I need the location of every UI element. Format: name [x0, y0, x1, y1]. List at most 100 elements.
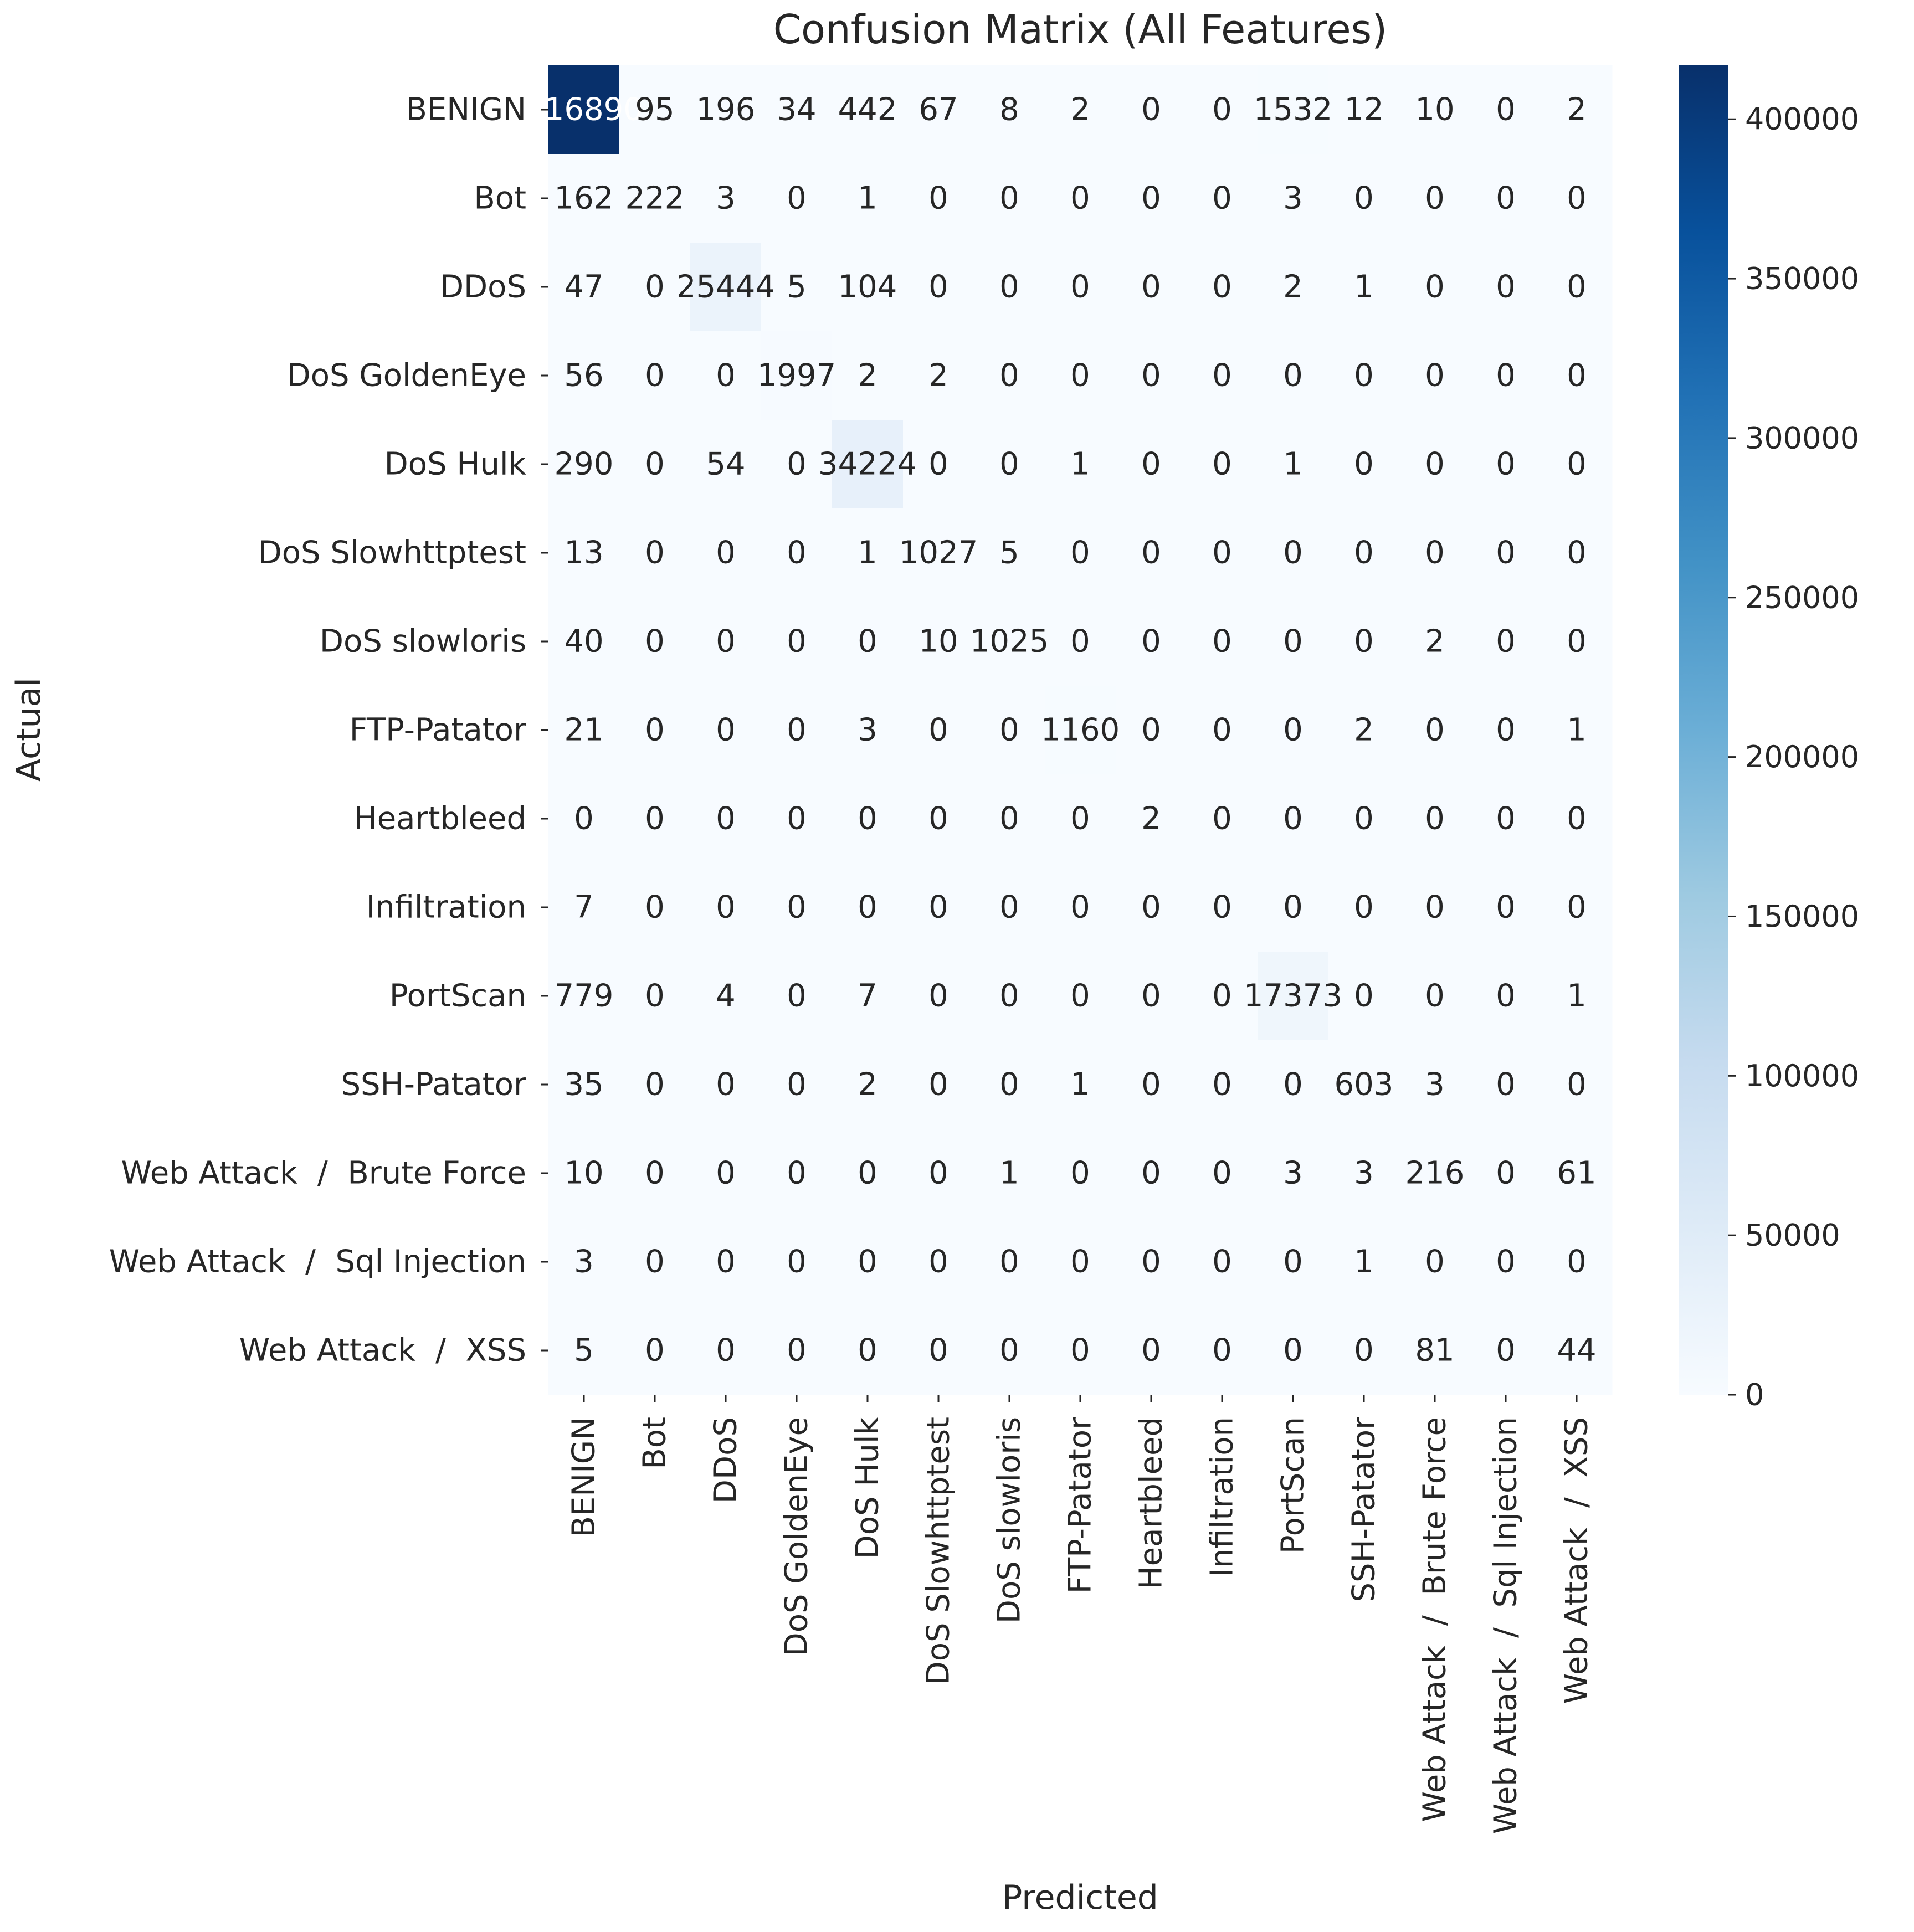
- heatmap-cell: [974, 331, 1045, 420]
- cell-value-label: 0: [1070, 1244, 1090, 1280]
- heatmap-cell: [974, 774, 1045, 864]
- heatmap-cell: [690, 65, 762, 155]
- column-tick-label: Web Attack / Sql Injection: [1488, 1417, 1524, 1834]
- heatmap-cell: [548, 1306, 620, 1395]
- cell-value-label: 0: [1141, 624, 1161, 660]
- row-tick-label: DoS Hulk: [384, 446, 527, 482]
- heatmap-cell: [1258, 1306, 1329, 1395]
- cell-value-label: 0: [1354, 890, 1374, 926]
- heatmap-cell: [1116, 1306, 1187, 1395]
- column-tick-label: Web Attack / Brute Force: [1417, 1417, 1453, 1822]
- heatmap-cell: [1187, 1217, 1258, 1307]
- cell-value-label: 0: [1212, 358, 1232, 394]
- heatmap-cell: [1258, 1040, 1329, 1129]
- heatmap-cell: [1258, 863, 1329, 952]
- heatmap-cell: [1045, 1129, 1116, 1218]
- heatmap-cell: [974, 65, 1045, 155]
- heatmap-cell: [1328, 65, 1400, 155]
- cell-value-label: 0: [787, 1333, 807, 1369]
- heatmap-cell: [1541, 243, 1613, 332]
- heatmap-cell: [1045, 1217, 1116, 1307]
- column-tick-label: DDoS: [708, 1417, 744, 1503]
- cell-value-label: 0: [1496, 269, 1516, 305]
- cell-value-label: 0: [645, 269, 665, 305]
- heatmap-cell: [1258, 1217, 1329, 1307]
- heatmap-cell: [1541, 863, 1613, 952]
- heatmap-cell: [1045, 65, 1116, 155]
- heatmap-cell: [619, 420, 691, 509]
- heatmap-cell: [548, 508, 620, 598]
- heatmap-cell: [1187, 1129, 1258, 1218]
- cell-value-label: 47: [564, 269, 603, 305]
- cell-value-label: 0: [1283, 1067, 1303, 1103]
- cell-value-label: 95: [635, 92, 674, 128]
- chart-title: Confusion Matrix (All Features): [773, 6, 1388, 53]
- row-tick-label: DDoS: [440, 269, 526, 305]
- cell-value-label: 0: [1354, 446, 1374, 482]
- cell-value-label: 0: [1496, 92, 1516, 128]
- heatmap-cell: [619, 774, 691, 864]
- cell-value-label: 3: [1283, 1155, 1303, 1191]
- heatmap-cell: [548, 154, 620, 243]
- cell-value-label: 67: [918, 92, 958, 128]
- heatmap-cell: [1045, 1306, 1116, 1395]
- heatmap-cell: [690, 1217, 762, 1307]
- heatmap-cell: [761, 508, 833, 598]
- heatmap-cell: [1187, 597, 1258, 686]
- heatmap-cell: [1258, 154, 1329, 243]
- heatmap-cell: [1328, 1217, 1400, 1307]
- heatmap-cell: [761, 420, 833, 509]
- heatmap-cell: [619, 331, 691, 420]
- cell-value-label: 0: [999, 1244, 1019, 1280]
- cell-value-label: 0: [1496, 890, 1516, 926]
- cell-value-label: 0: [645, 890, 665, 926]
- heatmap-cell: [761, 1040, 833, 1129]
- heatmap-cell: [690, 331, 762, 420]
- cell-value-label: 0: [787, 446, 807, 482]
- row-tick-label: DoS GoldenEye: [287, 358, 526, 394]
- heatmap-cell: [1399, 863, 1471, 952]
- heatmap-cell: [1399, 597, 1471, 686]
- heatmap-cell: [832, 863, 904, 952]
- heatmap-cell: [619, 686, 691, 775]
- x-axis-label: Predicted: [1002, 1878, 1158, 1917]
- cell-value-label: 10: [918, 624, 958, 660]
- heatmap-cell: [903, 1217, 974, 1307]
- cell-value-label: 34224: [818, 446, 917, 482]
- column-tick-label: FTP-Patator: [1063, 1416, 1099, 1594]
- row-tick-label: SSH-Patator: [341, 1067, 527, 1103]
- cell-value-label: 0: [858, 1333, 878, 1369]
- cell-value-label: 0: [1283, 712, 1303, 748]
- cell-value-label: 3: [574, 1244, 594, 1280]
- heatmap-cell: [1328, 1129, 1400, 1218]
- row-tick-label: Web Attack / Brute Force: [121, 1155, 526, 1191]
- cell-value-label: 34: [777, 92, 816, 128]
- cell-value-label: 0: [1354, 801, 1374, 837]
- cell-value-label: 0: [1212, 446, 1232, 482]
- heatmap-cell: [1470, 1306, 1542, 1395]
- cell-value-label: 0: [716, 535, 736, 571]
- heatmap-cell: [903, 1040, 974, 1129]
- cell-value-label: 0: [1567, 181, 1587, 217]
- heatmap-cell: [974, 154, 1045, 243]
- cell-value-label: 0: [1567, 1067, 1587, 1103]
- cell-value-label: 2: [1425, 624, 1445, 660]
- cell-value-label: 0: [1496, 181, 1516, 217]
- heatmap-cell: [1399, 65, 1471, 155]
- heatmap-cell: [1470, 597, 1542, 686]
- cell-value-label: 0: [716, 1333, 736, 1369]
- cell-value-label: 0: [1212, 1333, 1232, 1369]
- cell-value-label: 10: [564, 1155, 603, 1191]
- cell-value-label: 0: [645, 801, 665, 837]
- cell-value-label: 0: [1070, 535, 1090, 571]
- cell-value-label: 0: [999, 358, 1019, 394]
- heatmap-cell: [903, 243, 974, 332]
- heatmap-cell: [1399, 331, 1471, 420]
- cell-value-label: 0: [999, 890, 1019, 926]
- heatmap-cell: [1470, 331, 1542, 420]
- cell-value-label: 0: [1425, 535, 1445, 571]
- colorbar-tick-label: 100000: [1745, 1059, 1859, 1093]
- heatmap-cell: [548, 1040, 620, 1129]
- cell-value-label: 0: [1212, 92, 1232, 128]
- cell-value-label: 0: [999, 1067, 1019, 1103]
